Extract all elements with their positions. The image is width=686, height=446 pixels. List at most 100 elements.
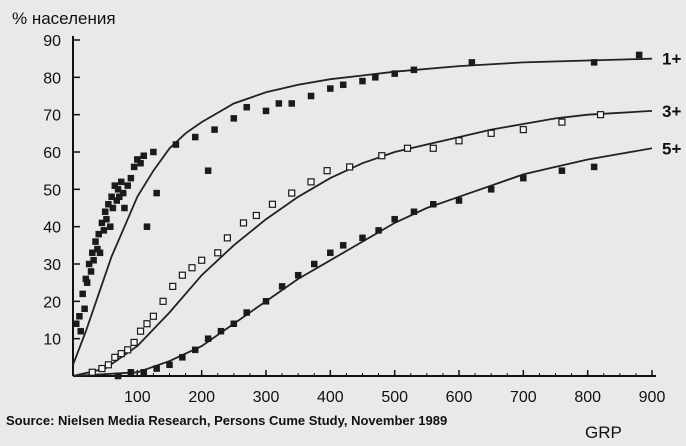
data-point bbox=[346, 163, 354, 171]
x-tick-label: 100 bbox=[124, 389, 151, 406]
data-point bbox=[153, 365, 160, 372]
series-curves: 1+ 3+ 5+ bbox=[72, 50, 681, 377]
data-point bbox=[114, 372, 122, 380]
x-tick-label: 900 bbox=[639, 389, 666, 406]
data-point bbox=[87, 268, 95, 275]
y-tick-label: 50 bbox=[43, 182, 61, 199]
series-label: 3+ bbox=[662, 102, 681, 121]
data-point bbox=[378, 152, 386, 160]
y-tick-label: 80 bbox=[43, 70, 61, 87]
x-tick-label: 700 bbox=[510, 389, 537, 406]
data-point bbox=[275, 100, 283, 107]
data-point bbox=[109, 204, 117, 212]
x-tick-label: 200 bbox=[188, 389, 215, 406]
data-point bbox=[311, 260, 318, 268]
data-point bbox=[116, 193, 123, 201]
x-tick-label: 800 bbox=[574, 389, 601, 406]
data-point bbox=[98, 219, 106, 227]
data-point bbox=[92, 238, 99, 245]
data-point bbox=[558, 167, 566, 174]
data-point bbox=[140, 369, 148, 376]
data-point bbox=[487, 129, 495, 137]
data-point bbox=[307, 92, 315, 100]
data-point bbox=[188, 264, 196, 272]
data-point bbox=[77, 327, 84, 335]
data-point bbox=[288, 189, 296, 197]
series-label: 5+ bbox=[662, 139, 681, 158]
y-tick-label: 90 bbox=[43, 33, 61, 50]
data-point bbox=[307, 178, 315, 186]
data-point bbox=[455, 137, 463, 145]
y-tick-label: 70 bbox=[43, 108, 61, 125]
data-point bbox=[88, 368, 96, 376]
data-point bbox=[149, 312, 158, 320]
data-point bbox=[136, 327, 145, 335]
data-point bbox=[214, 249, 222, 257]
data-point bbox=[230, 320, 238, 327]
data-point bbox=[243, 309, 250, 316]
data-point bbox=[468, 59, 476, 66]
series-line-2 bbox=[72, 110, 653, 377]
data-point bbox=[153, 189, 160, 197]
data-point bbox=[114, 186, 122, 193]
data-point bbox=[635, 51, 643, 59]
data-point bbox=[150, 148, 157, 156]
y-axis-label: % населения bbox=[12, 9, 116, 28]
data-point bbox=[79, 290, 86, 298]
data-point bbox=[372, 74, 379, 81]
data-point bbox=[239, 219, 248, 227]
data-point bbox=[191, 133, 199, 141]
data-point bbox=[124, 182, 131, 189]
source-note: Source: Nielsen Media Research, Persons … bbox=[6, 413, 447, 428]
data-point bbox=[101, 208, 109, 215]
data-point bbox=[159, 297, 167, 305]
data-point bbox=[590, 163, 598, 171]
data-point bbox=[429, 144, 437, 152]
series-line-1 bbox=[72, 57, 653, 366]
data-point bbox=[410, 66, 418, 74]
data-point bbox=[288, 100, 295, 107]
data-point bbox=[118, 178, 125, 186]
data-point bbox=[137, 159, 144, 167]
y-tick-label: 20 bbox=[43, 294, 61, 311]
data-point bbox=[596, 111, 605, 119]
series-line-3 bbox=[72, 147, 653, 377]
data-point bbox=[89, 249, 96, 257]
data-point bbox=[127, 369, 135, 376]
data-point bbox=[96, 249, 104, 257]
data-point bbox=[130, 338, 138, 346]
data-point bbox=[100, 227, 108, 234]
data-point bbox=[243, 103, 250, 111]
data-point bbox=[121, 204, 128, 212]
x-tick-label: 400 bbox=[317, 389, 344, 406]
data-point bbox=[410, 208, 418, 215]
data-point bbox=[391, 215, 398, 223]
data-point bbox=[519, 125, 527, 134]
data-point bbox=[124, 346, 132, 354]
y-tick-label: 10 bbox=[43, 332, 61, 349]
data-point bbox=[430, 201, 437, 208]
data-point bbox=[558, 118, 566, 126]
data-point bbox=[268, 200, 277, 208]
data-point bbox=[172, 141, 180, 148]
data-point bbox=[117, 350, 125, 358]
data-point bbox=[520, 174, 527, 182]
data-point bbox=[327, 249, 334, 257]
data-point bbox=[111, 353, 119, 361]
data-point bbox=[98, 364, 106, 373]
data-point bbox=[323, 167, 331, 175]
data-point bbox=[217, 327, 225, 335]
data-point bbox=[103, 215, 110, 223]
series-label: 1+ bbox=[662, 50, 681, 69]
data-point bbox=[178, 271, 186, 279]
data-point bbox=[359, 234, 366, 242]
data-point bbox=[339, 81, 347, 89]
y-tick-label: 40 bbox=[43, 220, 61, 237]
data-point bbox=[72, 320, 80, 327]
data-point bbox=[375, 227, 382, 234]
data-point bbox=[252, 211, 260, 220]
data-point bbox=[127, 174, 135, 182]
data-point bbox=[140, 152, 148, 159]
